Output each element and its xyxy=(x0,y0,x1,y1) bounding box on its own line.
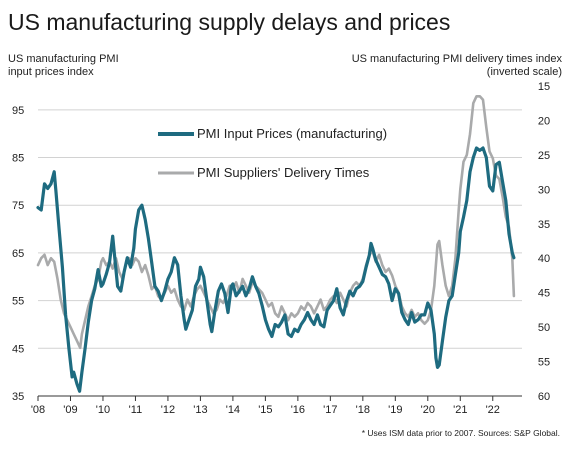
series-lines xyxy=(36,95,516,393)
x-tick-label: '10 xyxy=(96,404,110,416)
right-tick-label: 55 xyxy=(538,357,550,369)
left-tick-label: 95 xyxy=(12,105,24,117)
legend-label-delivery-times: PMI Suppliers' Delivery Times xyxy=(197,165,370,180)
x-tick-label: '20 xyxy=(421,404,435,416)
right-tick-label: 35 xyxy=(538,219,550,231)
x-tick-label: '18 xyxy=(356,404,370,416)
chart-title: US manufacturing supply delays and price… xyxy=(8,9,450,35)
left-tick-label: 35 xyxy=(12,391,24,403)
right-tick-label: 50 xyxy=(538,322,550,334)
right-tick-label: 30 xyxy=(538,184,550,196)
x-tick-label: '19 xyxy=(388,404,402,416)
x-tick-label: '08 xyxy=(31,404,45,416)
right-tick-label: 40 xyxy=(538,253,550,265)
right-tick-label: 20 xyxy=(538,115,550,127)
right-axis-title-line2: (inverted scale) xyxy=(487,66,562,78)
left-tick-label: 45 xyxy=(12,343,24,355)
x-tick-label: '13 xyxy=(193,404,207,416)
left-tick-label: 65 xyxy=(12,248,24,260)
x-tick-label: '09 xyxy=(63,404,77,416)
right-axis-ticks: 15 20 25 30 35 40 45 50 55 60 xyxy=(538,81,550,403)
left-tick-label: 75 xyxy=(12,200,24,212)
x-tick-label: '17 xyxy=(323,404,337,416)
x-tick-label: '22 xyxy=(486,404,500,416)
left-tick-label: 55 xyxy=(12,296,24,308)
x-tick-label: '14 xyxy=(226,404,240,416)
right-tick-label: 60 xyxy=(538,391,550,403)
x-tick-label: '12 xyxy=(161,404,175,416)
x-tick-label: '21 xyxy=(453,404,467,416)
right-tick-label: 15 xyxy=(538,81,550,93)
left-tick-label: 85 xyxy=(12,153,24,165)
left-axis-ticks: 35 45 55 65 75 85 95 xyxy=(12,105,24,403)
source-note: * Uses ISM data prior to 2007. Sources: … xyxy=(362,428,560,438)
right-axis-title-line1: US manufacturing PMI delivery times inde… xyxy=(352,53,563,65)
right-tick-label: 45 xyxy=(538,288,550,300)
x-axis-ticks: '08 '09 '10 '11 '12 '13 '14 '15 '16 '17 '18 '19 '20 '… xyxy=(31,396,500,416)
legend: PMI Input Prices (manufacturing) PMI Sup… xyxy=(158,126,387,180)
legend-label-input-prices: PMI Input Prices (manufacturing) xyxy=(197,126,387,141)
left-axis-title-line1: US manufacturing PMI xyxy=(8,53,119,65)
x-tick-label: '16 xyxy=(291,404,305,416)
x-tick-label: '15 xyxy=(258,404,272,416)
series-line-input-prices xyxy=(36,146,516,393)
x-tick-label: '11 xyxy=(129,404,143,416)
right-tick-label: 25 xyxy=(538,150,550,162)
left-axis-title-line2: input prices index xyxy=(8,66,94,78)
